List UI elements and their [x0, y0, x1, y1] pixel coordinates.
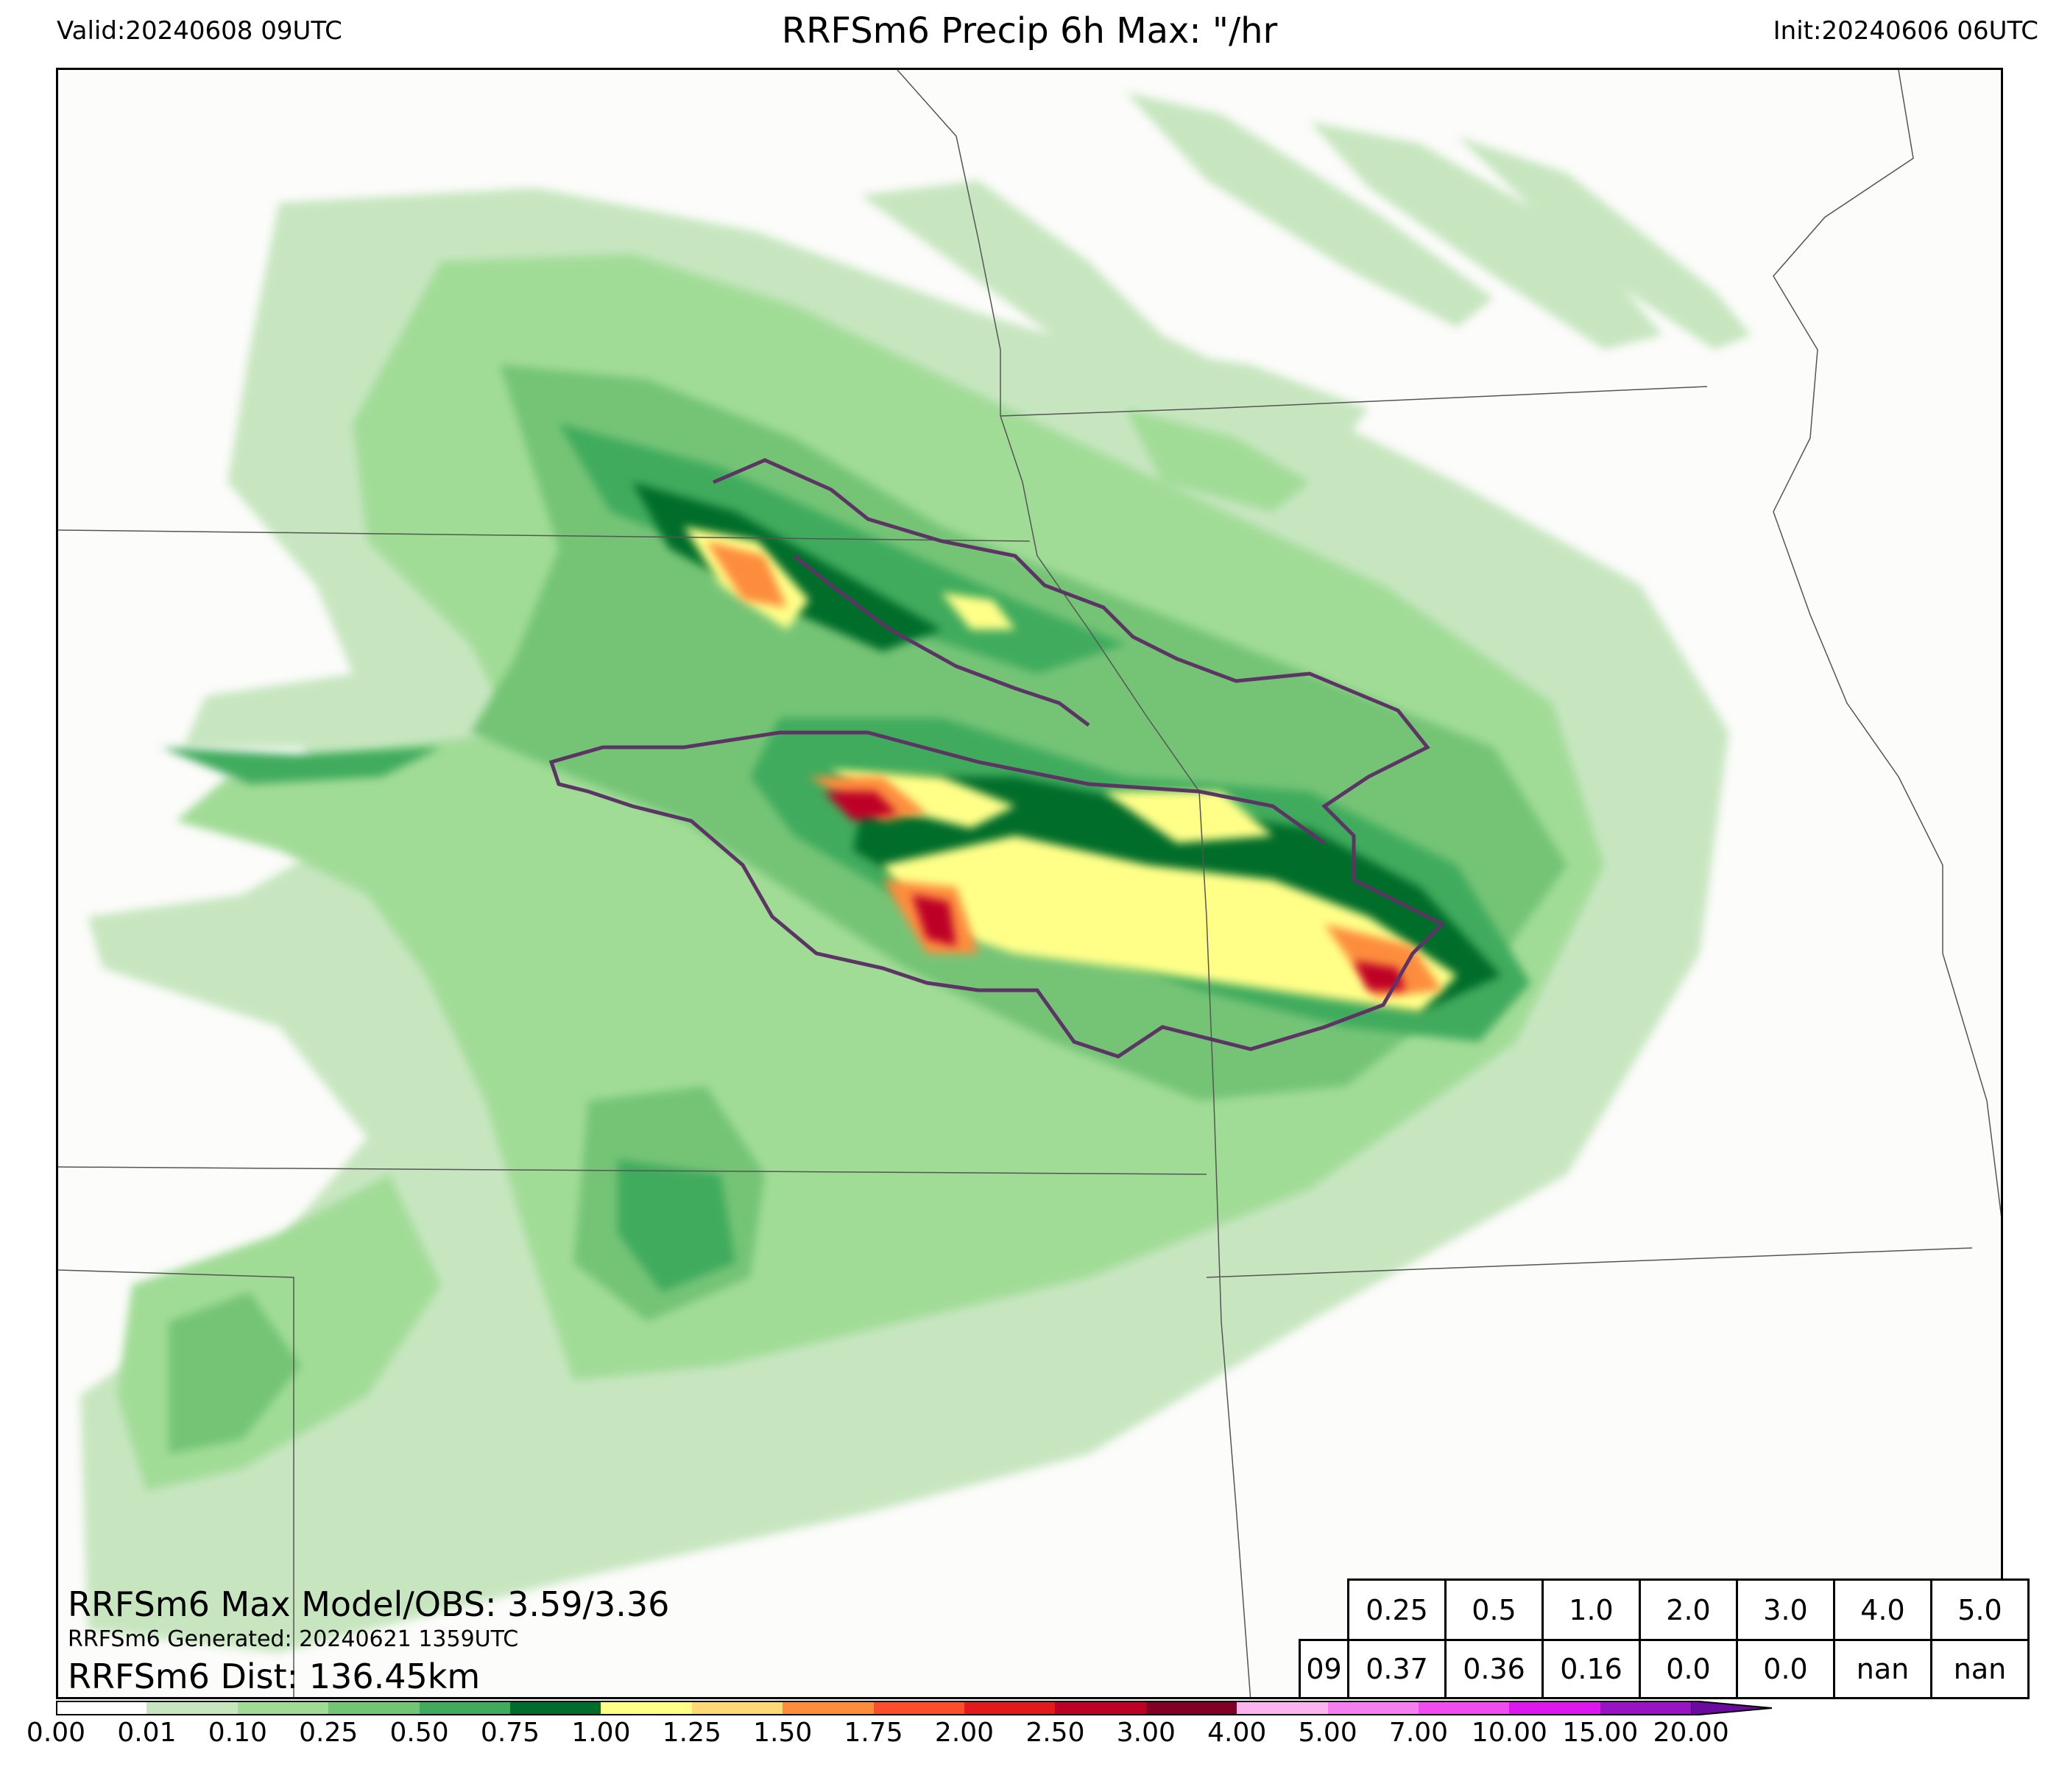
stats-threshold-cell: 0.25 [1347, 1578, 1447, 1641]
colorbar-tick-label: 0.00 [26, 1718, 86, 1748]
colorbar-segment [964, 1701, 1056, 1715]
colorbar-segment [237, 1701, 330, 1715]
precip-level-2.00 [824, 791, 1405, 990]
colorbar-segment [1145, 1701, 1238, 1715]
colorbar-segment [873, 1701, 965, 1715]
colorbar-tick-label: 1.00 [571, 1718, 631, 1748]
stats-threshold-cell: 2.0 [1639, 1578, 1738, 1641]
colorbar-tick-label: 1.75 [844, 1718, 903, 1748]
colorbar-tick-label: 0.50 [389, 1718, 449, 1748]
colorbar-tick-label: 4.00 [1207, 1718, 1267, 1748]
colorbar-tick-label: 10.00 [1471, 1718, 1547, 1748]
colorbar-segment [1327, 1701, 1419, 1715]
stats-value-cell: 0.37 [1347, 1639, 1447, 1699]
colorbar-tick-label: 0.75 [480, 1718, 540, 1748]
stats-value-cell: nan [1833, 1639, 1932, 1699]
colorbar-segment [328, 1701, 420, 1715]
precip-map [56, 68, 2003, 1699]
stats-value-cell: nan [1930, 1639, 2030, 1699]
dist-value: RRFSm6 Dist: 136.45km [68, 1657, 481, 1696]
stats-value-cell: 0.36 [1444, 1639, 1544, 1699]
colorbar-tick-label: 0.10 [208, 1718, 267, 1748]
generated-time: RRFSm6 Generated: 20240621 1359UTC [68, 1626, 519, 1652]
colorbar-tick-label: 0.25 [299, 1718, 359, 1748]
colorbar-tick-label: 2.00 [934, 1718, 995, 1748]
colorbar-segment [1600, 1701, 1692, 1715]
colorbar-tick-label: 7.00 [1388, 1718, 1449, 1748]
colorbar-segment [1237, 1701, 1329, 1715]
stats-value-cell: 0.16 [1541, 1639, 1641, 1699]
stats-threshold-cell: 1.0 [1541, 1578, 1641, 1641]
colorbar-segment [419, 1701, 511, 1715]
colorbar-tick-label: 2.50 [1025, 1718, 1085, 1748]
stats-value-cell: 0.0 [1639, 1639, 1738, 1699]
valid-time: Valid:20240608 09UTC [57, 16, 342, 46]
stats-value-cell: 0.0 [1736, 1639, 1835, 1699]
colorbar-tick-label: 1.50 [753, 1718, 813, 1748]
stats-threshold-cell: 3.0 [1736, 1578, 1835, 1641]
colorbar-tick-label: 5.00 [1298, 1718, 1357, 1748]
colorbar-tick-label: 0.01 [117, 1718, 177, 1748]
colorbar-segment [1419, 1701, 1511, 1715]
colorbar-extend-arrow [1691, 1701, 1773, 1715]
stats-threshold-cell: 5.0 [1930, 1578, 2030, 1641]
colorbar-segment [601, 1701, 693, 1715]
colorbar-tick-label: 20.00 [1653, 1718, 1729, 1748]
stats-row-label: 09 [1299, 1639, 1349, 1699]
colorbar-segment [1509, 1701, 1601, 1715]
chart-title: RRFSm6 Precip 6h Max: "/hr [781, 10, 1278, 52]
colorbar-segment [691, 1701, 784, 1715]
colorbar-tick-label: 15.00 [1562, 1718, 1639, 1748]
obs-contour [548, 458, 1446, 1059]
colorbar-segment [783, 1701, 875, 1715]
colorbar-tick-label: 1.25 [662, 1718, 721, 1748]
precip-field [58, 70, 2001, 1697]
colorbar-segment [56, 1701, 148, 1715]
stats-threshold-cell: 4.0 [1833, 1578, 1932, 1641]
colorbar-segment [146, 1701, 239, 1715]
colorbar [56, 1701, 1773, 1715]
colorbar-tick-label: 3.00 [1116, 1718, 1176, 1748]
colorbar-segment [510, 1701, 602, 1715]
max-model-obs: RRFSm6 Max Model/OBS: 3.59/3.36 [68, 1584, 670, 1624]
init-time: Init:20240606 06UTC [1773, 16, 2038, 46]
stats-threshold-cell: 0.5 [1444, 1578, 1544, 1641]
stats-table: 0.25 0.5 1.0 2.0 3.0 4.0 5.0 09 0.37 0.36 0.16 0.0 0… [1299, 1578, 2030, 1699]
colorbar-segment [1055, 1701, 1147, 1715]
